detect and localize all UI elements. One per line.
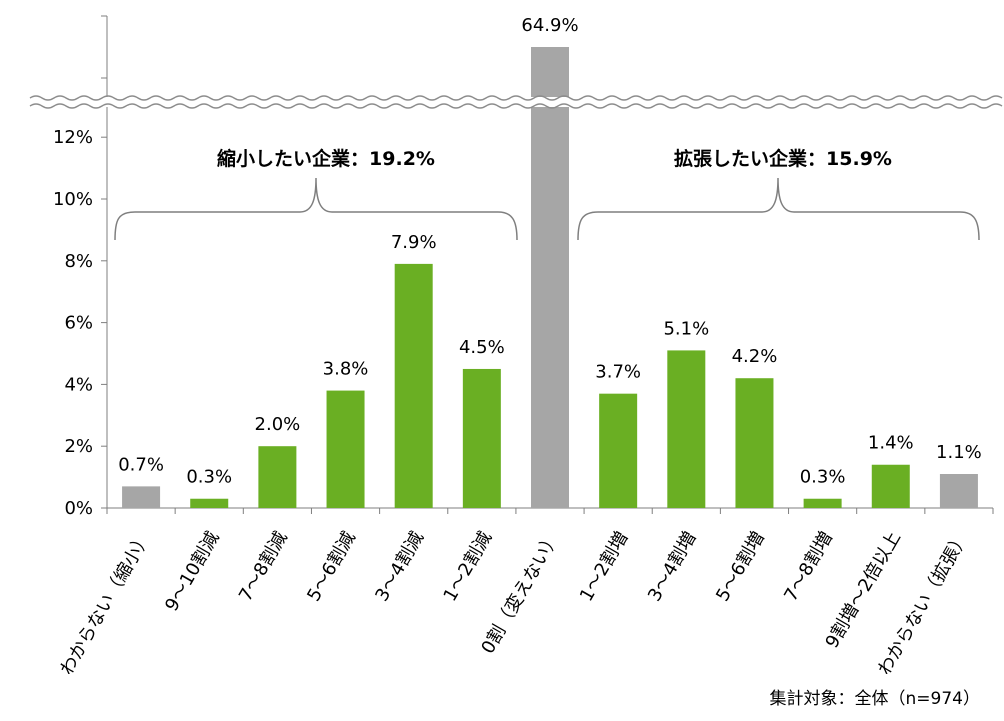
bars-layer (122, 47, 978, 508)
value-label: 0.7% (118, 454, 164, 475)
shrink-group-label: 縮小したい企業：19.2% (217, 147, 435, 170)
shrink-bracket (114, 177, 518, 241)
expand-group-label: 拡張したい企業：15.9% (674, 147, 892, 170)
y-tick-label: 6% (64, 313, 93, 334)
value-label: 7.9% (391, 232, 437, 253)
bar (190, 498, 229, 508)
category-label: わからない（縮小） (56, 528, 155, 679)
value-label: 5.1% (663, 318, 709, 339)
category-label: 7～8割増 (780, 528, 837, 605)
bar (531, 47, 569, 508)
y-tick-label: 4% (64, 374, 93, 395)
bar (599, 393, 638, 508)
y-tick-label: 2% (64, 436, 93, 457)
bar (394, 263, 433, 508)
value-label: 3.8% (323, 359, 369, 380)
bar (122, 486, 161, 508)
bar (803, 498, 842, 508)
category-label: 3～4割減 (371, 528, 428, 605)
value-label: 1.4% (868, 433, 914, 454)
value-label: 0.3% (186, 467, 232, 488)
bar (326, 390, 365, 508)
bar (667, 350, 706, 508)
labels-layer: 0.7% わからない（縮小） 0.3% 9～10割減 2.0% 7～8割減 3.8% 5～6割… (56, 15, 982, 679)
axis-break-wave-top (29, 95, 1003, 101)
category-label: 1～2割増 (576, 528, 633, 605)
bar (735, 378, 774, 508)
y-tick-label: 8% (64, 251, 93, 272)
value-label: 64.9% (521, 15, 578, 36)
value-label: 1.1% (936, 442, 982, 463)
value-label: 0.3% (800, 467, 846, 488)
value-label: 4.5% (459, 337, 505, 358)
category-label: 3～4割増 (644, 528, 701, 605)
bar (939, 474, 978, 508)
footnote: 集計対象：全体（n=974） (770, 689, 980, 709)
value-label: 3.7% (595, 362, 641, 383)
category-label: 7～8割減 (235, 528, 292, 605)
bar (258, 446, 297, 508)
value-label: 2.0% (255, 414, 301, 435)
axis-break-wave-bottom (29, 103, 1003, 109)
y-tick-label: 10% (53, 189, 93, 210)
value-label: 4.2% (732, 346, 778, 367)
bar (462, 368, 501, 508)
axis-break (28, 95, 1003, 109)
category-label: 5～6割増 (712, 528, 769, 605)
axis-layer: 0% 2% 4% 6% 8% 10% 12% (53, 15, 994, 519)
category-label: 5～6割減 (303, 528, 360, 605)
expand-bracket (577, 177, 980, 241)
category-label: 1～2割減 (440, 528, 497, 605)
bar (871, 464, 910, 508)
y-tick-label: 0% (64, 498, 93, 519)
y-tick-label: 12% (53, 127, 93, 148)
category-label: 9割増～2倍以上 (821, 528, 905, 652)
category-label: 9～10割減 (161, 528, 223, 615)
